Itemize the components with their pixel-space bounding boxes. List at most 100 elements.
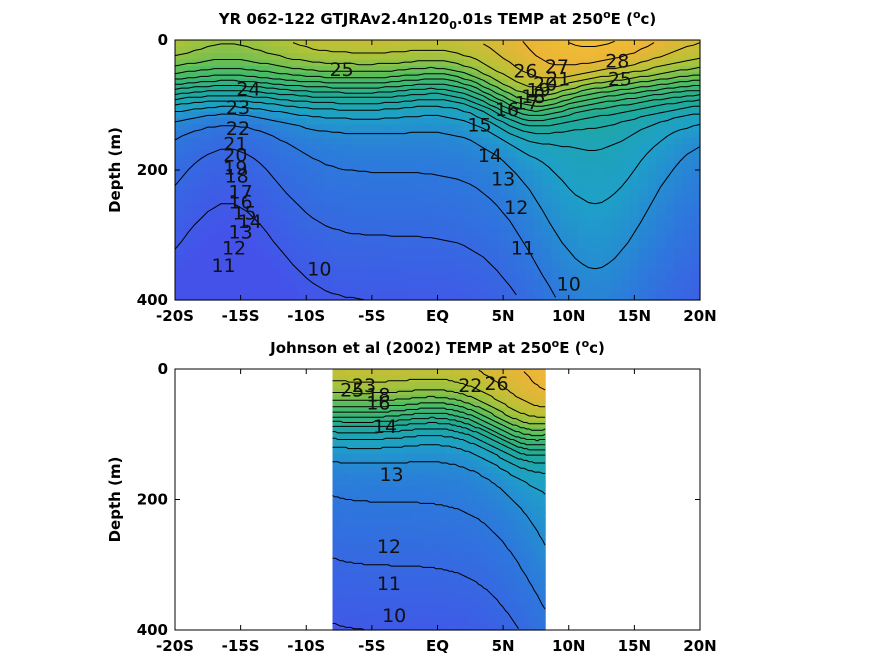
field-cell xyxy=(306,254,316,262)
field-cell xyxy=(360,447,365,455)
field-cell xyxy=(350,532,355,540)
field-cell xyxy=(385,492,390,501)
field-cell xyxy=(402,163,412,171)
field-cell xyxy=(392,460,397,468)
field-cell xyxy=(538,584,543,592)
field-cell xyxy=(297,241,307,249)
field-cell xyxy=(647,157,657,165)
field-cell xyxy=(201,79,211,87)
field-cell xyxy=(332,92,342,100)
field-cell xyxy=(568,267,579,275)
field-cell xyxy=(357,506,362,514)
field-cell xyxy=(481,157,491,165)
field-cell xyxy=(523,616,528,625)
field-cell xyxy=(378,506,383,514)
field-cell xyxy=(410,538,415,546)
field-cell xyxy=(463,105,474,113)
field-cell xyxy=(280,144,290,152)
field-cell xyxy=(421,427,426,435)
field-cell xyxy=(437,261,447,269)
field-cell xyxy=(336,551,341,559)
field-cell xyxy=(638,66,649,74)
field-cell xyxy=(502,473,507,481)
field-cell xyxy=(456,421,461,429)
field-cell xyxy=(389,610,394,618)
field-cell xyxy=(346,519,351,527)
field-cell xyxy=(306,202,316,210)
field-cell xyxy=(516,538,521,546)
field-cell xyxy=(455,131,465,139)
field-cell xyxy=(378,623,383,631)
field-cell xyxy=(498,131,509,139)
field-cell xyxy=(534,506,539,514)
field-cell xyxy=(385,92,395,100)
field-cell xyxy=(385,597,390,605)
field-cell xyxy=(393,85,404,93)
field-cell xyxy=(332,118,342,126)
field-cell xyxy=(456,499,461,507)
field-cell xyxy=(456,519,461,527)
field-cell xyxy=(538,590,543,598)
field-cell xyxy=(523,623,528,631)
field-cell xyxy=(621,118,631,126)
field-cell xyxy=(691,267,701,275)
field-cell xyxy=(236,202,246,210)
field-cell xyxy=(420,209,430,217)
field-cell xyxy=(341,124,351,132)
field-cell xyxy=(346,369,351,377)
field-cell xyxy=(245,144,255,152)
field-cell xyxy=(280,79,290,87)
field-cell xyxy=(358,92,369,100)
field-cell xyxy=(630,66,640,74)
field-cell xyxy=(315,170,325,178)
field-cell xyxy=(673,124,684,132)
field-cell xyxy=(477,499,482,507)
field-cell xyxy=(586,53,596,61)
field-cell xyxy=(428,170,439,178)
field-cell xyxy=(437,248,447,256)
field-cell xyxy=(406,434,412,442)
field-cell xyxy=(393,137,404,145)
field-cell xyxy=(332,558,337,566)
field-cell xyxy=(665,215,675,223)
field-cell xyxy=(343,369,348,377)
field-cell xyxy=(542,254,552,262)
field-cell xyxy=(516,584,521,592)
field-cell xyxy=(271,157,281,165)
field-cell xyxy=(210,72,220,80)
field-cell xyxy=(656,92,666,100)
field-cell xyxy=(542,287,552,295)
field-cell xyxy=(474,421,479,429)
field-cell xyxy=(455,163,465,171)
field-cell xyxy=(586,274,596,282)
field-cell xyxy=(460,388,465,396)
field-cell xyxy=(673,105,684,113)
field-cell xyxy=(183,248,194,256)
field-cell xyxy=(656,176,666,184)
field-cell xyxy=(527,610,532,618)
field-cell xyxy=(385,183,395,191)
field-cell xyxy=(343,382,348,390)
field-cell xyxy=(428,228,439,236)
field-cell xyxy=(435,512,440,520)
field-cell xyxy=(332,241,342,249)
field-cell xyxy=(527,479,532,488)
field-cell xyxy=(371,525,376,533)
field-cell xyxy=(502,492,507,501)
field-cell xyxy=(470,388,475,396)
field-cell xyxy=(236,118,246,126)
field-cell xyxy=(463,79,474,87)
field-cell xyxy=(477,473,482,481)
field-cell xyxy=(527,512,532,520)
field-cell xyxy=(367,176,377,184)
field-cell xyxy=(411,202,421,210)
field-cell xyxy=(245,254,255,262)
field-cell xyxy=(490,215,500,223)
field-cell xyxy=(691,222,701,230)
field-cell xyxy=(452,375,458,383)
field-cell xyxy=(428,105,439,113)
field-cell xyxy=(375,427,380,435)
field-cell xyxy=(520,447,525,455)
field-cell xyxy=(288,66,299,74)
field-cell xyxy=(612,293,622,301)
